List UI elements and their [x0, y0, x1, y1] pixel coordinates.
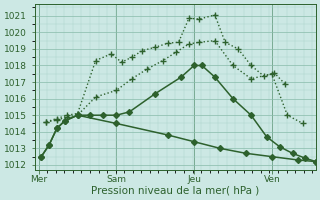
X-axis label: Pression niveau de la mer( hPa ): Pression niveau de la mer( hPa )	[91, 186, 260, 196]
